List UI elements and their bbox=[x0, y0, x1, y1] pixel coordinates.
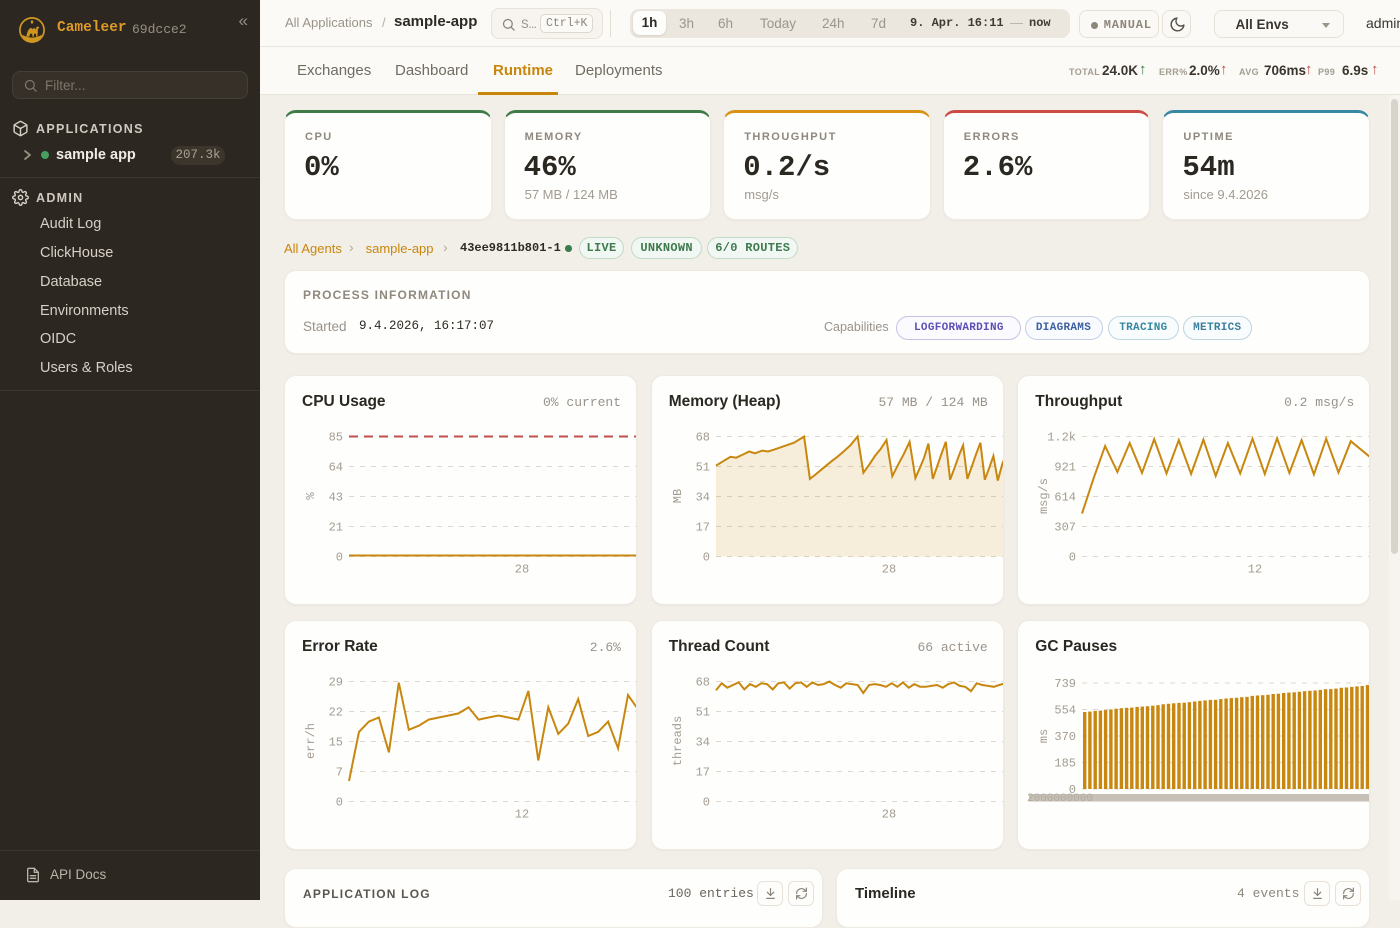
svg-text:17: 17 bbox=[695, 521, 709, 535]
svg-text:739: 739 bbox=[1055, 677, 1077, 691]
svg-text:68: 68 bbox=[695, 676, 709, 690]
svg-text:28: 28 bbox=[881, 563, 895, 577]
svg-text:921: 921 bbox=[1055, 461, 1077, 475]
svg-text:64: 64 bbox=[329, 461, 343, 475]
svg-text:0: 0 bbox=[1069, 551, 1076, 565]
svg-text:threads: threads bbox=[671, 716, 685, 766]
svg-text:370: 370 bbox=[1055, 730, 1077, 744]
svg-text:12: 12 bbox=[1248, 563, 1262, 577]
svg-text:22: 22 bbox=[329, 706, 343, 720]
svg-text:12: 12 bbox=[515, 808, 529, 822]
svg-text:2000000000: 2000000000 bbox=[1027, 793, 1093, 805]
svg-text:29: 29 bbox=[329, 676, 343, 690]
svg-text:7: 7 bbox=[336, 766, 343, 780]
svg-text:51: 51 bbox=[695, 706, 709, 720]
svg-text:85: 85 bbox=[329, 431, 343, 445]
svg-text:MB: MB bbox=[671, 489, 685, 503]
svg-text:554: 554 bbox=[1055, 704, 1077, 718]
svg-text:0: 0 bbox=[336, 551, 343, 565]
svg-text:15: 15 bbox=[329, 736, 343, 750]
svg-text:0: 0 bbox=[1069, 783, 1076, 797]
svg-text:34: 34 bbox=[695, 491, 709, 505]
svg-text:msg/s: msg/s bbox=[1037, 478, 1051, 514]
svg-text:185: 185 bbox=[1055, 757, 1077, 771]
svg-text:614: 614 bbox=[1055, 491, 1077, 505]
svg-text:68: 68 bbox=[695, 431, 709, 445]
svg-text:0: 0 bbox=[702, 551, 709, 565]
svg-text:28: 28 bbox=[515, 563, 529, 577]
svg-text:307: 307 bbox=[1055, 521, 1077, 535]
svg-text:21: 21 bbox=[329, 521, 343, 535]
svg-text:28: 28 bbox=[881, 808, 895, 822]
svg-text:err/h: err/h bbox=[304, 723, 318, 759]
svg-text:51: 51 bbox=[695, 461, 709, 475]
svg-text:0: 0 bbox=[336, 796, 343, 810]
svg-text:ms: ms bbox=[1037, 729, 1051, 743]
svg-text:1.2k: 1.2k bbox=[1047, 431, 1076, 445]
svg-text:34: 34 bbox=[695, 736, 709, 750]
svg-text:43: 43 bbox=[329, 491, 343, 505]
svg-text:0: 0 bbox=[702, 796, 709, 810]
svg-text:17: 17 bbox=[695, 766, 709, 780]
svg-text:%: % bbox=[304, 492, 318, 500]
